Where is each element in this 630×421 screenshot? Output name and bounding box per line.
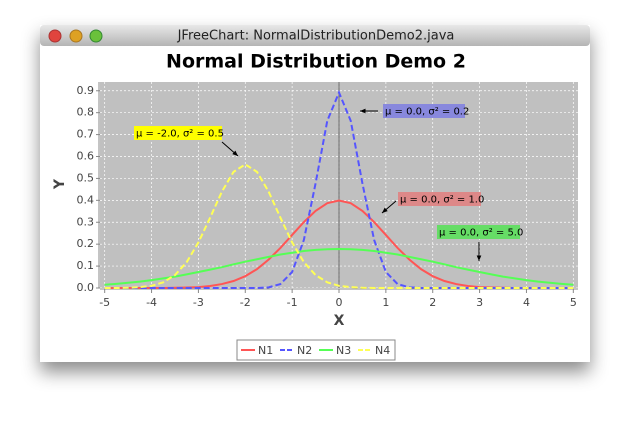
- annotation-label: μ = 0.0, σ² = 5.0: [439, 228, 523, 239]
- y-tick-label: 0.4: [77, 193, 95, 206]
- legend-label: N1: [258, 344, 273, 357]
- series-line: [104, 89, 574, 289]
- x-tick-label: -5: [99, 296, 110, 309]
- minimize-button[interactable]: [69, 29, 83, 43]
- y-tick-label: 0.9: [77, 84, 95, 97]
- legend-box: [236, 339, 396, 361]
- x-tick-label: 0: [336, 296, 343, 309]
- y-tick-label: 0.0: [77, 281, 95, 294]
- x-tick-label: -4: [146, 296, 157, 309]
- annotation-box: [383, 104, 465, 118]
- x-tick-label: 2: [429, 296, 436, 309]
- legend-label: N3: [336, 344, 351, 357]
- annotation-arrowhead: [360, 108, 366, 114]
- chart-title: Normal Distribution Demo 2: [166, 51, 466, 73]
- x-tick-label: 5: [570, 296, 577, 309]
- y-tick-label: 0.8: [77, 106, 95, 119]
- y-tick-label: 0.6: [77, 150, 95, 163]
- annotation-label: μ = -2.0, σ² = 0.5: [136, 129, 224, 140]
- annotation-arrowhead: [476, 255, 482, 261]
- close-button[interactable]: [48, 29, 62, 43]
- annotation-box: [134, 126, 222, 140]
- y-tick-label: 0.2: [77, 237, 95, 250]
- x-tick-label: -2: [240, 296, 251, 309]
- x-tick-label: -1: [287, 296, 298, 309]
- annotation-label: μ = 0.0, σ² = 1.0: [400, 195, 484, 206]
- x-tick-label: -3: [193, 296, 204, 309]
- grid: 0.0 0.1 0.2 0.3 0.4 0.5 0.6 0.7 0.8 0.9 -5 -4 -3 -2 -1…: [77, 82, 578, 309]
- annotation-arrowhead: [382, 207, 388, 213]
- y-tick-label: 0.3: [77, 215, 95, 228]
- y-tick-label: 0.1: [77, 259, 95, 272]
- annotations: μ = 0.0, σ² = 0.2 μ = -2.0, σ² = 0.5 μ = 0…: [134, 104, 523, 261]
- lines: [104, 89, 574, 289]
- legend-label: N4: [375, 344, 390, 357]
- window-title: JFreeChart: NormalDistributionDemo2.java: [177, 29, 455, 44]
- y-tick-label: 0.5: [77, 171, 95, 184]
- annotation-arrowhead: [232, 150, 238, 156]
- x-tick-label: 4: [523, 296, 530, 309]
- y-axis-label: Y: [52, 178, 68, 190]
- series-line: [104, 163, 574, 289]
- x-axis-label: X: [334, 313, 345, 329]
- x-tick-label: 3: [476, 296, 483, 309]
- series-line: [104, 247, 574, 286]
- zoom-button[interactable]: [89, 29, 103, 43]
- legend: N1 N2 N3 N4: [236, 339, 396, 361]
- annotation-box: [398, 192, 481, 206]
- legend-label: N2: [297, 344, 312, 357]
- y-tick-label: 0.7: [77, 128, 95, 141]
- title-bar: [40, 25, 590, 46]
- annotation-box: [437, 225, 520, 239]
- annotation-label: μ = 0.0, σ² = 0.2: [385, 107, 469, 118]
- x-tick-label: 1: [382, 296, 389, 309]
